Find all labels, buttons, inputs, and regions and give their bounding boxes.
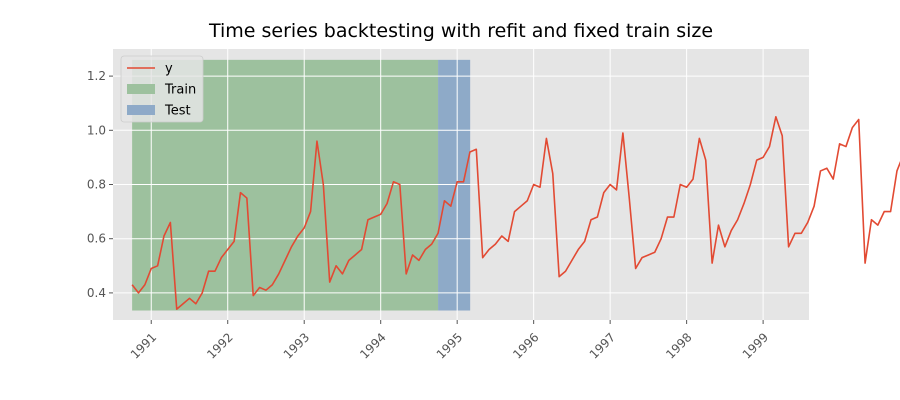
y-tick-label: 0.6 [87,232,106,246]
x-tick-label: 1993 [281,330,312,361]
x-tick-label: 1996 [510,330,541,361]
x-tick-layer: 1991 1992 1993 1994 1995 1996 1997 1998 1999 [128,320,771,362]
x-tick-label: 1998 [663,330,694,361]
legend-label-train: Train [164,83,196,98]
x-tick-label: 1999 [740,330,771,361]
grid-layer [113,49,809,320]
legend-swatch-test [127,105,155,115]
x-tick-label: 1995 [434,330,465,361]
chart-title: Time series backtesting with refit and f… [208,20,714,42]
legend-label-test: Test [164,104,191,119]
legend-swatch-train [127,84,155,94]
y-tick-label: 1.0 [87,123,106,137]
span-test [438,59,471,311]
legend-label-y: y [165,62,173,77]
y-tick-label: 1.2 [87,69,106,83]
y-tick-layer: 0.4 0.6 0.8 1.0 1.2 [87,69,113,300]
x-tick-label: 1997 [587,330,618,361]
y-tick-label: 0.4 [87,286,106,300]
series-layer [131,115,900,310]
legend: y Train Test [120,55,204,123]
y-tick-label: 0.8 [87,178,106,192]
x-tick-label: 1994 [357,330,388,361]
x-tick-label: 1991 [128,330,159,361]
x-tick-label: 1992 [204,330,235,361]
series-line-y [131,115,900,310]
